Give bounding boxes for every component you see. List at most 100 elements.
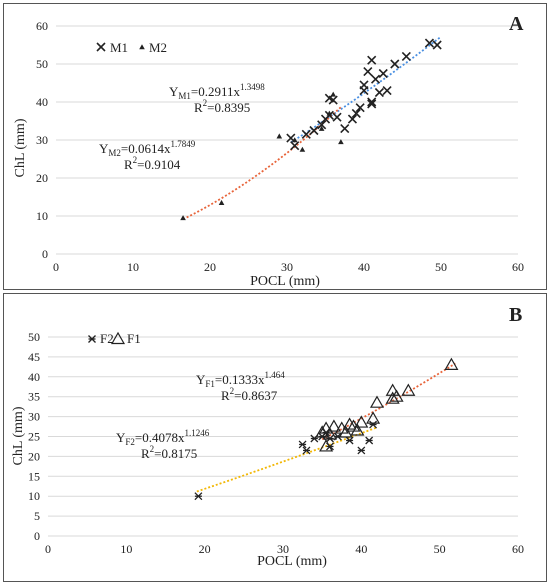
point-m1 bbox=[367, 99, 377, 109]
point-m2 bbox=[330, 91, 336, 97]
chart-b-svg: 0 5 10 15 20 25 30 35 40 45 50 0 10 20 30 40 50 60 B POCL… bbox=[11, 304, 524, 569]
chart-b-x-tick-label: 0 bbox=[45, 542, 51, 556]
equation-m2: YM2=0.0614x1.7849 bbox=[99, 139, 196, 158]
point-m2 bbox=[326, 110, 333, 116]
point-f2 bbox=[194, 492, 203, 501]
point-f1 bbox=[319, 421, 334, 434]
chart-b-y-tick-label: 10 bbox=[28, 489, 40, 503]
trendline-m2 bbox=[182, 106, 342, 221]
chart-a-y-tick-label: 0 bbox=[42, 247, 48, 261]
r2-m1: R2=0.8395 bbox=[194, 98, 250, 115]
chart-b-y-tick-label: 0 bbox=[34, 529, 40, 543]
point-f1 bbox=[350, 423, 365, 436]
equation-f1-exp: 1.464 bbox=[265, 370, 286, 380]
legend-f1-marker bbox=[110, 331, 126, 345]
trendline-m1 bbox=[290, 35, 442, 144]
equation-m1-exp: 1.3498 bbox=[240, 82, 265, 92]
r2-f1: R2=0.8637 bbox=[221, 386, 278, 403]
point-m2 bbox=[291, 137, 298, 143]
legend-m2-label: M2 bbox=[149, 40, 167, 55]
panel-letter-b: B bbox=[509, 304, 522, 326]
equation-f2-sub: F2 bbox=[125, 437, 135, 447]
equation-m2-exp: 1.7849 bbox=[171, 139, 196, 149]
chart-a-svg: 0 10 20 30 40 50 60 0 10 20 30 40 50 60 A POCL (mm) C… bbox=[13, 13, 524, 289]
point-m1 bbox=[359, 86, 369, 96]
chart-b-grid bbox=[48, 336, 518, 537]
chart-b-y-tick-label: 15 bbox=[28, 469, 40, 483]
point-m1 bbox=[332, 112, 342, 122]
chart-a-x-tick-label: 10 bbox=[127, 260, 139, 274]
chart-a-ticks: 0 10 20 30 40 50 60 0 10 20 30 40 50 60 bbox=[36, 19, 524, 274]
legend-f2-label: F2 bbox=[100, 331, 114, 346]
point-f2 bbox=[298, 440, 307, 449]
chart-a-x-tick-label: 20 bbox=[204, 260, 216, 274]
point-m1 bbox=[363, 67, 373, 77]
point-f1 bbox=[326, 419, 341, 432]
chart-b-x-tick-label: 10 bbox=[120, 542, 132, 556]
point-m1 bbox=[370, 74, 381, 84]
r2-m2: R2=0.9104 bbox=[124, 155, 181, 172]
legend-m1-symbol bbox=[96, 42, 106, 52]
point-f1 bbox=[385, 391, 400, 404]
chart-a-y-tick-label: 60 bbox=[36, 19, 48, 33]
point-m1 bbox=[390, 59, 400, 69]
equation-f1-sub: F1 bbox=[205, 379, 215, 389]
equation-m1: YM1=0.2911x1.3498 bbox=[169, 82, 265, 101]
chart-b-y-tick-label: 5 bbox=[34, 509, 40, 523]
point-m1 bbox=[290, 141, 300, 151]
chart-a-x-axis-label: POCL (mm) bbox=[250, 274, 320, 289]
equation-f1: YF1=0.1333x1.464 bbox=[196, 370, 285, 389]
point-m1 bbox=[382, 86, 392, 96]
r2-m1-value: =0.8395 bbox=[207, 100, 250, 115]
legend-m2-marker bbox=[139, 44, 145, 50]
point-m1 bbox=[378, 68, 388, 79]
chart-b-y-tick-label: 30 bbox=[28, 410, 40, 424]
r2-f1-value: =0.8637 bbox=[234, 388, 278, 403]
point-m2 bbox=[180, 215, 186, 221]
chart-a-x-tick-label: 30 bbox=[281, 260, 293, 274]
chart-b-y-tick-label: 40 bbox=[28, 370, 40, 384]
point-f1 bbox=[389, 389, 404, 402]
chart-a-y-tick-label: 50 bbox=[36, 57, 48, 71]
point-m1 bbox=[351, 108, 361, 118]
point-m2 bbox=[338, 139, 344, 145]
point-f1 bbox=[315, 425, 330, 438]
chart-a-x-tick-label: 0 bbox=[53, 260, 59, 274]
point-f2 bbox=[345, 436, 354, 445]
legend-m1-marker bbox=[96, 42, 106, 52]
chart-panel-b: 0 5 10 15 20 25 30 35 40 45 50 0 10 20 30 40 50 60 B POCL… bbox=[3, 293, 547, 582]
legend-f2-marker bbox=[88, 335, 96, 343]
point-m1 bbox=[355, 103, 365, 113]
chart-a-trendlines bbox=[182, 35, 442, 221]
equation-m2-coef: 0.0614x bbox=[128, 141, 171, 156]
point-m1 bbox=[401, 51, 411, 61]
chart-b-marks bbox=[194, 357, 459, 501]
chart-b-legend: F2 F1 bbox=[88, 331, 141, 346]
point-f1 bbox=[369, 395, 385, 408]
chart-b-ticks: 0 5 10 15 20 25 30 35 40 45 50 0 10 20 30 40 50 60 bbox=[28, 330, 524, 556]
legend-f1-label: F1 bbox=[127, 331, 141, 346]
point-f2 bbox=[302, 446, 311, 455]
equation-f2-coef: 0.4078x bbox=[142, 430, 185, 445]
point-f1 bbox=[322, 427, 338, 440]
equation-f1-coef: 0.1333x bbox=[222, 372, 265, 387]
chart-a-y-tick-label: 10 bbox=[36, 209, 48, 223]
chart-a-y-tick-label: 30 bbox=[36, 133, 48, 147]
legend-m2-symbol bbox=[139, 44, 145, 50]
r2-f2-value: =0.8175 bbox=[154, 446, 197, 461]
point-f2 bbox=[365, 436, 374, 445]
legend-f2-symbol bbox=[88, 335, 96, 343]
point-m2 bbox=[318, 125, 325, 131]
point-f1 bbox=[366, 411, 381, 424]
chart-panel-a: 0 10 20 30 40 50 60 0 10 20 30 40 50 60 A POCL (mm) C… bbox=[3, 3, 547, 290]
equation-f2: YF2=0.4078x1.1246 bbox=[116, 428, 210, 447]
chart-b-y-tick-label: 50 bbox=[28, 330, 40, 344]
point-m1 bbox=[317, 120, 327, 130]
point-m1 bbox=[432, 40, 442, 50]
equation-m1-coef: 0.2911x bbox=[198, 84, 240, 99]
point-f1 bbox=[444, 357, 459, 370]
equation-m1-sub: M1 bbox=[178, 91, 191, 101]
point-m1 bbox=[374, 87, 384, 98]
chart-a-y-tick-label: 20 bbox=[36, 171, 48, 185]
chart-b-y-axis-label: ChL (mm) bbox=[11, 406, 26, 465]
